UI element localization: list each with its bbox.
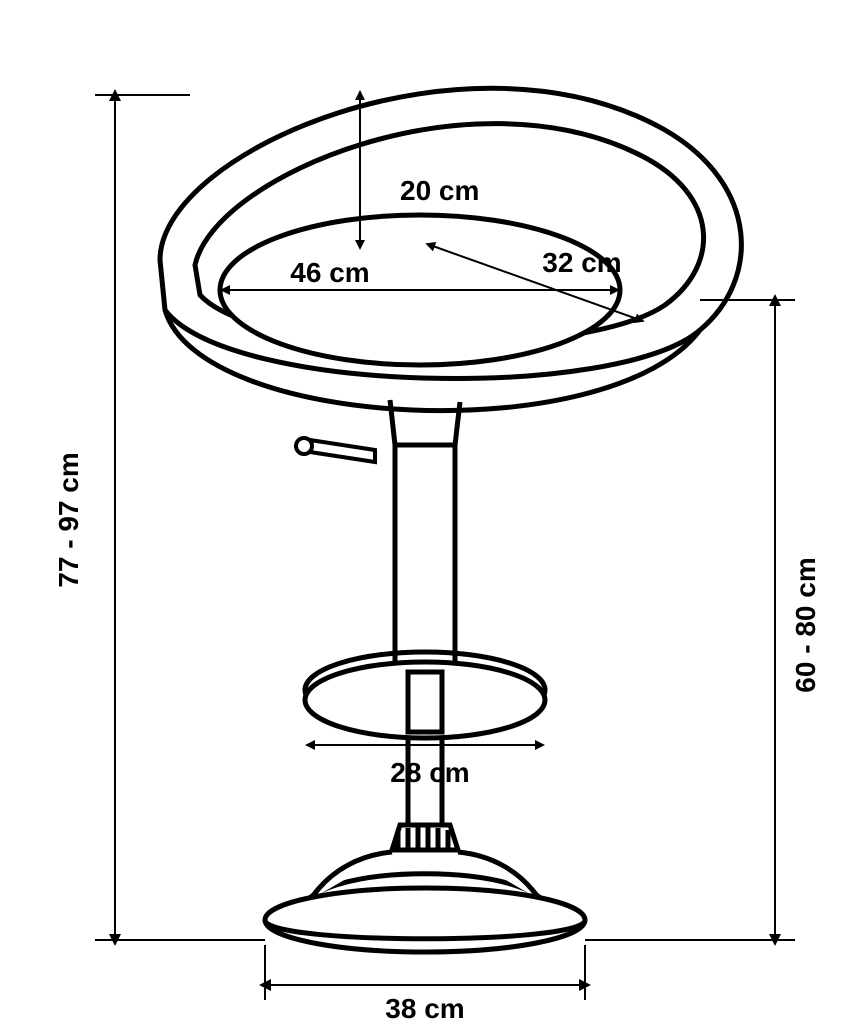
gas-lever [296, 438, 375, 462]
overall-height-label: 77 - 97 cm [53, 452, 84, 587]
backrest-label: 20 cm [400, 175, 479, 206]
dim-base: 38 cm [265, 945, 585, 1024]
base-label: 38 cm [385, 993, 464, 1024]
footrest [305, 652, 545, 738]
dim-seat-height: 60 - 80 cm [585, 300, 821, 940]
seat-depth-label: 32 cm [542, 247, 621, 278]
footrest-label: 28 cm [390, 757, 469, 788]
base [265, 825, 585, 952]
seat-height-label: 60 - 80 cm [790, 557, 821, 692]
stool-diagram: 77 - 97 cm 60 - 80 cm 38 cm 28 cm 46 cm … [0, 0, 867, 1024]
seat-bowl [160, 88, 741, 410]
seat-width-label: 46 cm [290, 257, 369, 288]
